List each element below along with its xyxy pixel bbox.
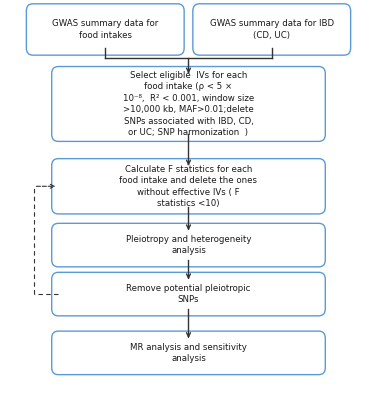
FancyBboxPatch shape <box>193 4 351 55</box>
FancyBboxPatch shape <box>52 66 325 141</box>
Text: Select eligible  IVs for each
food intake (ρ < 5 ×
10⁻⁸,  R² < 0.001, window siz: Select eligible IVs for each food intake… <box>123 71 254 137</box>
FancyBboxPatch shape <box>52 272 325 316</box>
FancyBboxPatch shape <box>52 331 325 375</box>
Text: GWAS summary data for
food intakes: GWAS summary data for food intakes <box>52 19 158 40</box>
Text: Pleiotropy and heterogeneity
analysis: Pleiotropy and heterogeneity analysis <box>126 235 251 255</box>
FancyBboxPatch shape <box>26 4 184 55</box>
Text: Remove potential pleiotropic
SNPs: Remove potential pleiotropic SNPs <box>126 284 251 304</box>
Text: MR analysis and sensitivity
analysis: MR analysis and sensitivity analysis <box>130 343 247 363</box>
FancyBboxPatch shape <box>52 159 325 214</box>
Text: Calculate F statistics for each
food intake and delete the ones
without effectiv: Calculate F statistics for each food int… <box>120 165 257 208</box>
Text: GWAS summary data for IBD
(CD, UC): GWAS summary data for IBD (CD, UC) <box>210 19 334 40</box>
FancyBboxPatch shape <box>52 223 325 267</box>
